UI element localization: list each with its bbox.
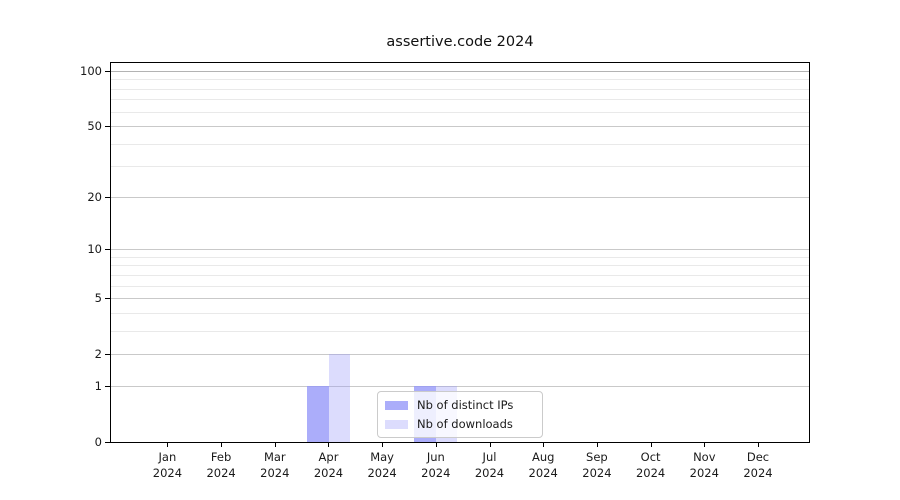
plot-area: Nb of distinct IPs Nb of downloads	[110, 62, 810, 443]
y-tick-label: 0	[94, 435, 102, 449]
y-tick-label: 100	[80, 64, 102, 78]
x-tick-label: Dec 2024	[743, 450, 773, 480]
gridline-major	[111, 71, 809, 72]
gridline-minor	[111, 99, 809, 101]
legend-swatch-distinct-ips	[385, 400, 408, 410]
y-tick-mark	[105, 71, 110, 72]
x-tick-mark	[221, 443, 222, 447]
gridline-minor	[111, 111, 809, 113]
legend-item-downloads: Nb of downloads	[385, 416, 535, 432]
gridline-minor	[111, 88, 809, 90]
gridline-minor	[111, 79, 809, 81]
y-tick-mark	[105, 126, 110, 127]
legend-label-downloads: Nb of downloads	[417, 417, 513, 431]
x-tick-mark	[167, 443, 168, 447]
gridline-minor	[111, 285, 809, 287]
x-tick-label: Sep 2024	[582, 450, 612, 480]
chart-title: assertive.code 2024	[386, 34, 534, 50]
y-tick-label: 5	[94, 291, 102, 305]
x-tick-label: Jun 2024	[421, 450, 451, 480]
x-tick-label: Jan 2024	[152, 450, 183, 480]
gridline-major	[111, 197, 809, 199]
y-tick-label: 20	[87, 190, 102, 205]
x-tick-mark	[597, 443, 598, 447]
y-tick-mark	[105, 249, 110, 250]
x-tick-mark	[651, 443, 652, 447]
y-tick-mark	[105, 442, 110, 443]
x-tick-label: May 2024	[367, 450, 397, 480]
gridline-minor	[111, 265, 809, 267]
y-tick-label: 50	[87, 118, 102, 133]
y-tick-mark	[105, 197, 110, 198]
legend: Nb of distinct IPs Nb of downloads	[377, 391, 543, 438]
y-tick-mark	[105, 354, 110, 355]
x-tick-mark	[436, 443, 437, 447]
legend-item-distinct-ips: Nb of distinct IPs	[385, 397, 535, 413]
x-tick-label: Jul 2024	[474, 450, 505, 480]
y-tick-label: 2	[94, 346, 102, 361]
gridline-major	[111, 353, 809, 355]
x-tick-mark	[328, 443, 329, 447]
gridline-major	[111, 249, 809, 251]
x-tick-label: Mar 2024	[260, 450, 290, 480]
gridline-minor	[111, 312, 809, 314]
x-tick-label: Oct 2024	[635, 450, 666, 480]
x-tick-label: Nov 2024	[689, 450, 719, 480]
bar-nb-of-downloads-apr	[328, 353, 350, 442]
gridline-minor	[111, 166, 809, 167]
x-tick-mark	[382, 443, 383, 447]
gridline-minor	[111, 143, 809, 145]
bar-nb-of-distinct-ips-apr	[307, 386, 329, 442]
legend-label-distinct-ips: Nb of distinct IPs	[417, 398, 514, 412]
legend-swatch-downloads	[385, 419, 408, 429]
x-tick-label: Apr 2024	[313, 450, 344, 480]
x-tick-mark	[490, 443, 491, 447]
gridline-major	[111, 125, 809, 127]
gridline-major	[111, 386, 809, 388]
gridline-major	[111, 298, 809, 299]
x-tick-mark	[275, 443, 276, 447]
y-tick-label: 1	[94, 379, 102, 394]
gridline-minor	[111, 274, 809, 276]
x-tick-mark	[704, 443, 705, 447]
x-tick-label: Feb 2024	[206, 450, 236, 480]
x-tick-mark	[758, 443, 759, 447]
y-tick-mark	[105, 386, 110, 387]
x-tick-mark	[543, 443, 544, 447]
gridline-minor	[111, 330, 809, 332]
y-tick-mark	[105, 298, 110, 299]
gridline-minor	[111, 256, 809, 258]
y-tick-label: 10	[87, 242, 102, 257]
x-tick-label: Aug 2024	[528, 450, 558, 480]
